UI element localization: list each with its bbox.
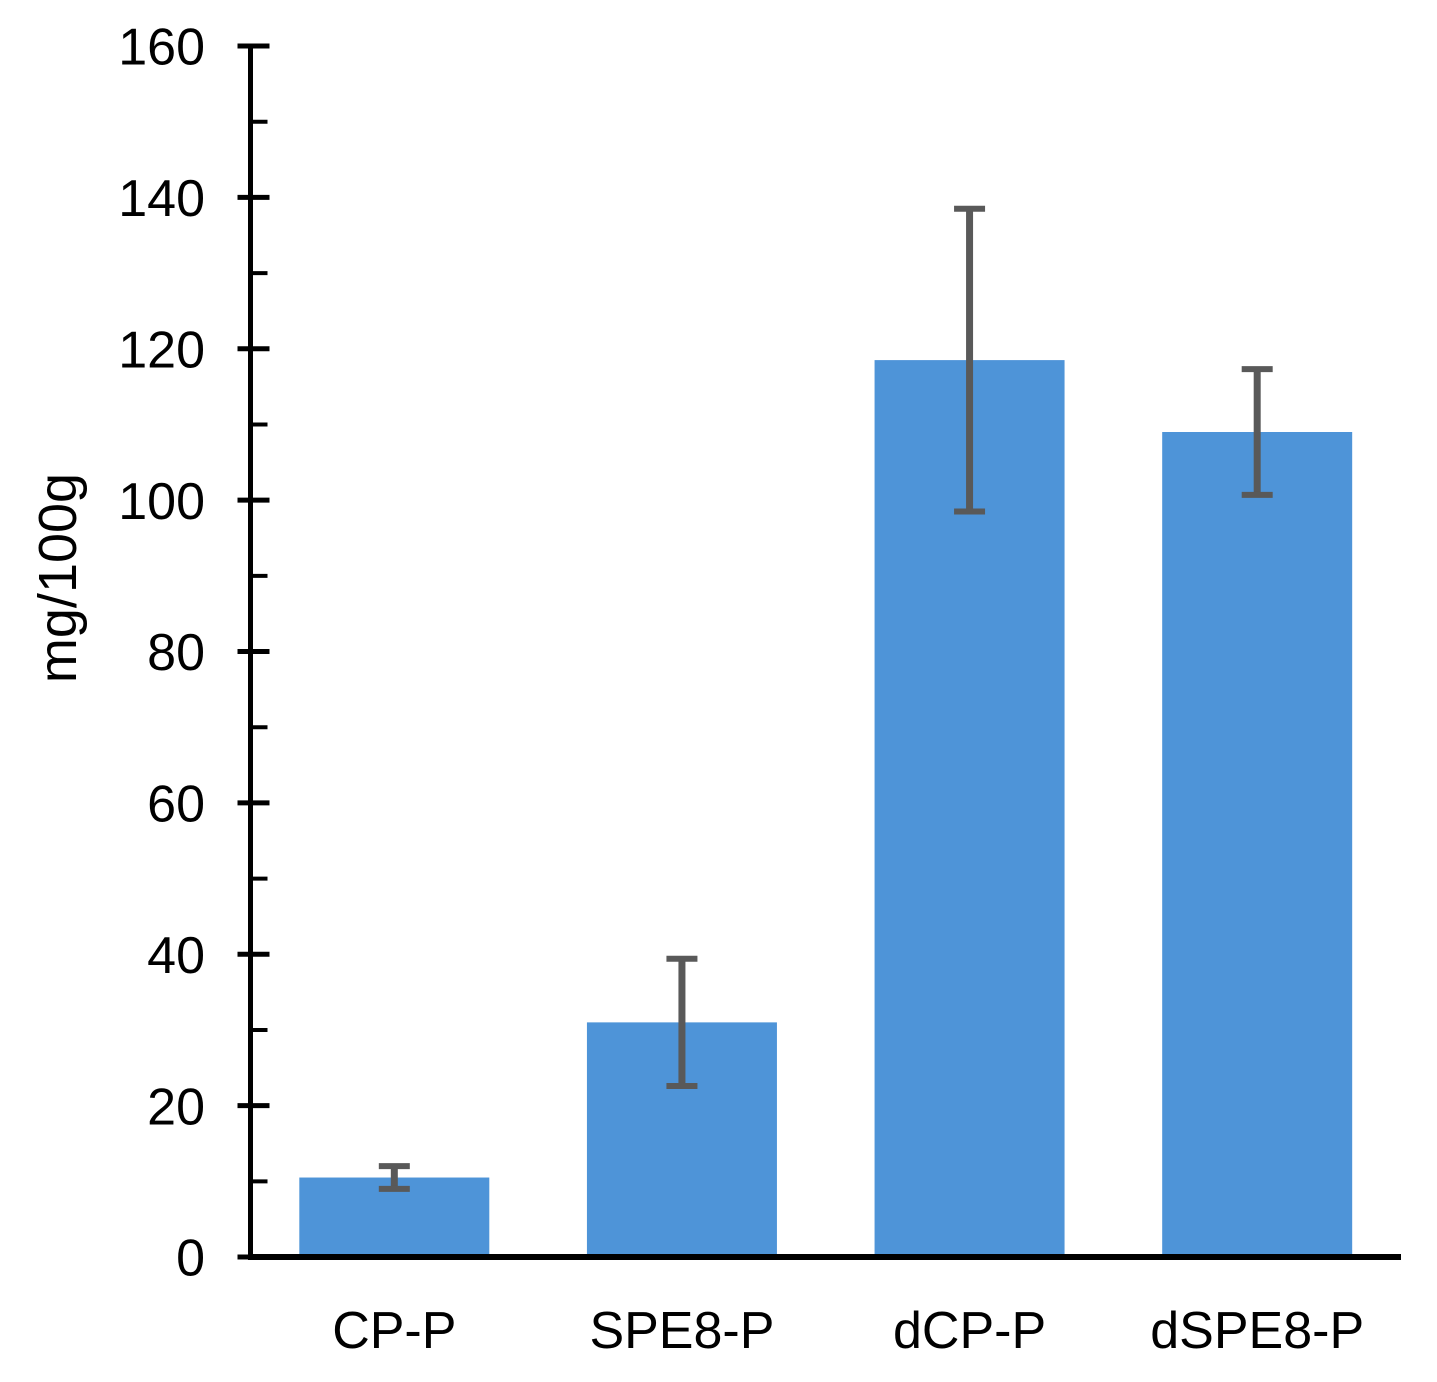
- y-tick-label: 0: [176, 1230, 205, 1288]
- y-tick-label: 120: [118, 321, 205, 379]
- bar-dspe8-p: [1162, 432, 1353, 1258]
- y-tick-label: 80: [147, 624, 205, 682]
- y-axis-title: mg/100g: [28, 473, 88, 683]
- error-bar-dspe8-p: [1241, 366, 1273, 498]
- x-category-label: CP-P: [332, 1302, 456, 1360]
- x-category-label: SPE8-P: [589, 1302, 774, 1360]
- y-tick-label: 160: [118, 19, 205, 77]
- y-tick-label: 60: [147, 776, 205, 834]
- y-tick-label: 140: [118, 170, 205, 228]
- error-bar-dcp-p: [954, 205, 986, 515]
- y-tick-label: 20: [147, 1078, 205, 1136]
- error-bar-cp-p: [378, 1163, 410, 1192]
- x-category-label: dCP-P: [893, 1302, 1046, 1360]
- x-category-label: dSPE8-P: [1150, 1302, 1364, 1360]
- y-tick-label: 100: [118, 473, 205, 531]
- y-tick-label: 40: [147, 927, 205, 985]
- error-bar-spe8-p: [666, 955, 698, 1089]
